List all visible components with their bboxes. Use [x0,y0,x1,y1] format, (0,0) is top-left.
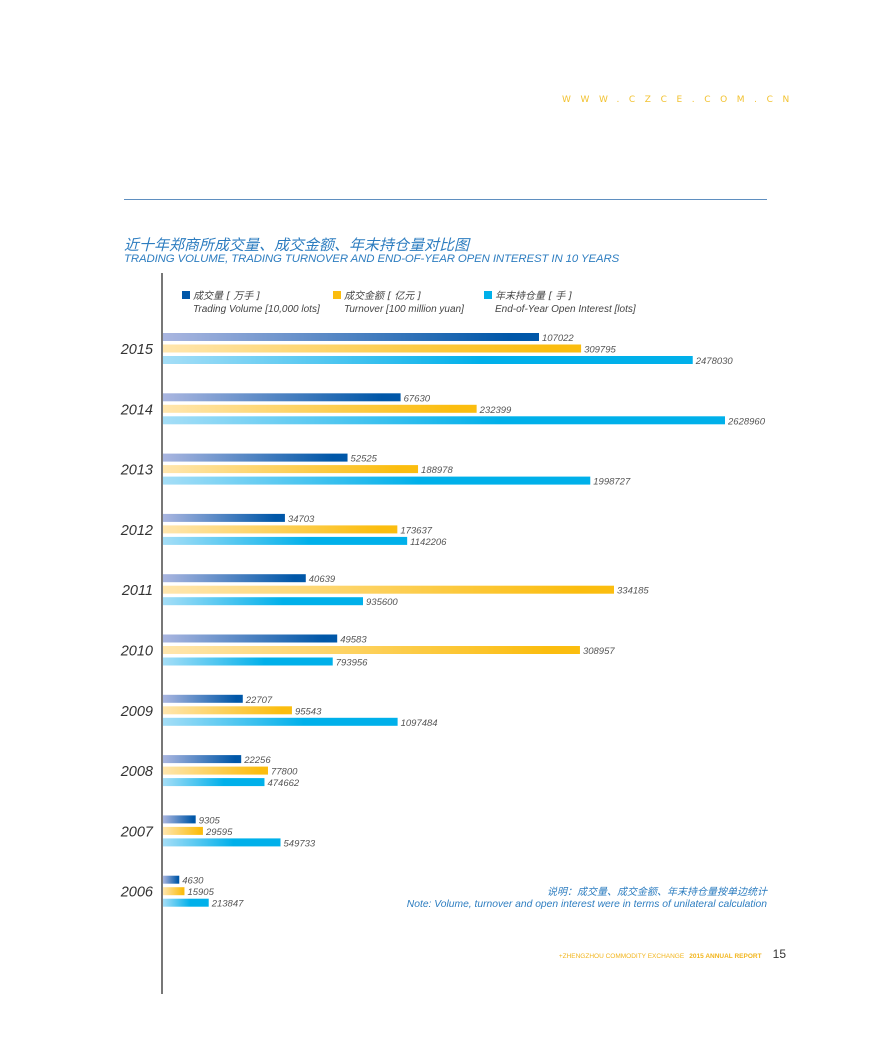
legend-item-open-interest: 年末持仓量 [ 手 ] End-of-Year Open Interest [l… [484,284,636,315]
legend-label-en: Trading Volume [10,000 lots] [193,304,320,315]
bar-turnover-2014 [163,404,477,413]
data-label-volume-2012: 34703 [288,514,315,525]
data-label-volume-2014: 67630 [404,393,431,404]
legend-item-volume: 成交量 [ 万手 ] Trading Volume [10,000 lots] [182,284,320,315]
legend-swatch-volume [182,291,190,299]
bar-volume-2008 [163,755,242,764]
data-label-open-interest-2013: 1998727 [593,477,631,488]
legend-item-turnover: 成交金额 [ 亿元 ] Turnover [100 million yuan] [333,284,464,315]
footer-report: 2015 ANNUAL REPORT [689,953,762,960]
legend-label-cn: 年末持仓量 [ 手 ] [495,291,573,302]
category-label-2009: 2009 [120,704,153,720]
legend-swatch-turnover [333,291,341,299]
bar-volume-2013 [163,453,348,462]
data-label-turnover-2009: 95543 [295,706,322,717]
data-label-open-interest-2009: 1097484 [401,718,438,729]
legend-label-en: End-of-Year Open Interest [lots] [495,304,636,315]
bar-open-interest-2009 [163,717,398,726]
bar-volume-2014 [163,393,401,402]
data-label-turnover-2008: 77800 [271,767,298,778]
bar-open-interest-2014 [163,416,725,425]
category-label-2006: 2006 [120,885,154,901]
data-label-volume-2007: 9305 [199,815,221,826]
legend-label-cn: 成交金额 [ 亿元 ] [344,291,422,302]
y-axis-line [161,273,163,994]
data-label-volume-2006: 4630 [182,876,204,887]
data-label-open-interest-2015: 2478030 [695,356,734,367]
chart-title-cn: 近十年郑商所成交量、成交金额、年末持仓量对比图 [124,236,470,254]
legend-swatch-open-interest [484,291,492,299]
data-label-volume-2015: 107022 [542,333,574,344]
bar-volume-2011 [163,574,306,583]
bar-turnover-2009 [163,706,292,715]
chart-note: 说明：成交量、成交金额、年末持仓量按单边统计 Note: Volume, tur… [407,883,767,910]
bar-volume-2009 [163,694,243,703]
data-label-open-interest-2010: 793956 [336,658,368,669]
bar-turnover-2013 [163,465,419,474]
website-url: WWW.CZCE.COM.CN [562,95,799,105]
bar-turnover-2011 [163,585,614,594]
chart-title-en: TRADING VOLUME, TRADING TURNOVER AND END… [124,253,620,265]
data-label-volume-2009: 22707 [245,695,273,706]
bar-turnover-2008 [163,766,268,775]
category-label-2015: 2015 [120,342,154,358]
bar-open-interest-2013 [163,476,591,485]
data-label-open-interest-2012: 1142206 [410,537,447,548]
category-label-2008: 2008 [120,764,153,780]
bar-volume-2006 [163,875,180,884]
data-label-turnover-2007: 29595 [205,827,233,838]
category-label-2012: 2012 [120,523,153,539]
bar-open-interest-2010 [163,657,333,666]
bar-open-interest-2007 [163,838,281,847]
data-label-turnover-2015: 309795 [584,345,616,356]
data-label-turnover-2014: 232399 [479,405,512,416]
bar-turnover-2006 [163,887,185,896]
bar-open-interest-2011 [163,597,364,606]
bar-open-interest-2006 [163,898,209,907]
bar-volume-2015 [163,333,539,341]
data-label-open-interest-2006: 213847 [211,899,244,910]
bar-turnover-2012 [163,525,398,534]
bar-open-interest-2012 [163,536,408,545]
data-label-turnover-2012: 173637 [400,525,432,536]
bar-turnover-2015 [163,344,582,353]
data-label-turnover-2006: 15905 [187,887,214,898]
legend-label-cn: 成交量 [ 万手 ] [193,291,261,302]
header-divider [124,199,767,200]
data-label-turnover-2010: 308957 [583,646,615,657]
note-en: Note: Volume, turnover and open interest… [406,899,767,910]
legend-label-en: Turnover [100 million yuan] [344,304,464,315]
bar-open-interest-2015 [163,356,693,364]
data-label-open-interest-2007: 549733 [284,838,316,849]
footer-org: +ZHENGZHOU COMMODITY EXCHANGE [558,953,685,960]
data-label-open-interest-2008: 474662 [267,778,299,789]
category-label-2007: 2007 [120,824,154,840]
bar-open-interest-2008 [163,778,265,787]
data-label-turnover-2011: 334185 [617,586,649,597]
note-cn: 说明：成交量、成交金额、年末持仓量按单边统计 [547,887,767,898]
data-label-turnover-2013: 188978 [421,465,453,476]
bar-turnover-2007 [163,826,203,835]
bar-volume-2010 [163,634,338,643]
category-label-2010: 2010 [120,644,153,660]
data-label-volume-2013: 52525 [351,454,378,465]
category-label-2014: 2014 [120,402,153,418]
bar-volume-2007 [163,815,196,824]
data-label-volume-2010: 49583 [340,635,367,646]
page-footer: +ZHENGZHOU COMMODITY EXCHANGE 2015 ANNUA… [559,943,786,962]
category-label-2013: 2013 [120,463,153,479]
data-label-open-interest-2014: 2628960 [727,416,766,427]
bar-turnover-2010 [163,646,580,654]
bar-volume-2012 [163,513,285,522]
page-number: 15 [772,947,786,961]
data-label-volume-2011: 40639 [309,574,336,585]
data-label-volume-2008: 22256 [243,755,271,766]
data-label-open-interest-2011: 935600 [366,597,398,608]
category-label-2011: 2011 [121,583,153,599]
